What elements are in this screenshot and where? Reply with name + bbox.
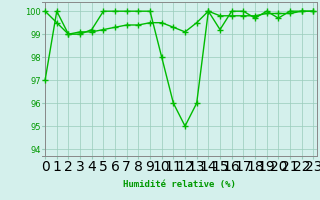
X-axis label: Humidité relative (%): Humidité relative (%)	[123, 180, 236, 189]
